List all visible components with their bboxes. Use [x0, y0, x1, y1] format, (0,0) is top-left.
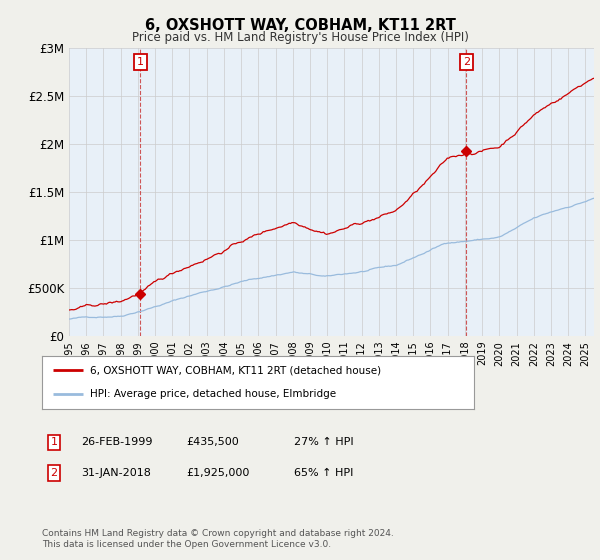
- Text: 1: 1: [50, 437, 58, 447]
- Text: Contains HM Land Registry data © Crown copyright and database right 2024.
This d: Contains HM Land Registry data © Crown c…: [42, 529, 394, 549]
- Text: Price paid vs. HM Land Registry's House Price Index (HPI): Price paid vs. HM Land Registry's House …: [131, 31, 469, 44]
- Text: 65% ↑ HPI: 65% ↑ HPI: [294, 468, 353, 478]
- Text: 2: 2: [50, 468, 58, 478]
- Text: 27% ↑ HPI: 27% ↑ HPI: [294, 437, 353, 447]
- Text: 1: 1: [137, 57, 144, 67]
- Text: HPI: Average price, detached house, Elmbridge: HPI: Average price, detached house, Elmb…: [89, 389, 335, 399]
- Text: 2: 2: [463, 57, 470, 67]
- Text: £435,500: £435,500: [186, 437, 239, 447]
- Text: 26-FEB-1999: 26-FEB-1999: [81, 437, 152, 447]
- Text: £1,925,000: £1,925,000: [186, 468, 250, 478]
- Text: 6, OXSHOTT WAY, COBHAM, KT11 2RT: 6, OXSHOTT WAY, COBHAM, KT11 2RT: [145, 18, 455, 33]
- Text: 31-JAN-2018: 31-JAN-2018: [81, 468, 151, 478]
- Text: 6, OXSHOTT WAY, COBHAM, KT11 2RT (detached house): 6, OXSHOTT WAY, COBHAM, KT11 2RT (detach…: [89, 366, 380, 376]
